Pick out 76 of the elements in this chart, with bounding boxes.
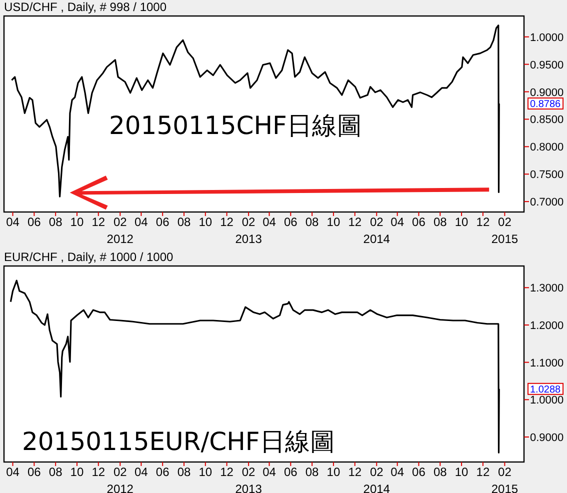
x-tick-label: 12 [348, 215, 362, 229]
y-tick-label: 0.8500 [530, 114, 564, 126]
y-tick-label: 0.9000 [530, 432, 564, 444]
text: 2013 [235, 232, 262, 246]
x-tick-label: 06 [412, 215, 426, 229]
x-tick-label: 06 [156, 465, 170, 479]
y-tick-label: 1.0000 [530, 32, 564, 44]
x-tick-label: 08 [48, 465, 63, 479]
x-tick-label: 10 [198, 215, 212, 229]
x-tick-label: 02 [370, 215, 384, 229]
x-tick-label: 08 [48, 215, 63, 229]
text: 2013 [235, 482, 262, 493]
y-tick-label: 0.9000 [530, 86, 564, 99]
x-tick-label: 10 [326, 215, 340, 229]
y-tick-label: 0.7500 [530, 169, 564, 182]
text: 0.8786 [530, 99, 562, 110]
x-tick-label: 12 [92, 215, 106, 229]
x-tick-label: 02 [242, 215, 256, 229]
x-tick-label: 04 [134, 465, 148, 479]
text: 2014 [363, 232, 390, 246]
text: 2012 [106, 482, 134, 493]
x-tick-label: 04 [262, 465, 276, 479]
text: 2012 [106, 232, 134, 246]
x-tick-label: 08 [177, 215, 191, 229]
x-tick-label: 02 [498, 215, 512, 229]
y-tick-label: 1.2000 [530, 320, 564, 332]
x-tick-label: 02 [498, 465, 512, 479]
x-tick-label: 06 [412, 465, 426, 479]
x-tick-label: 12 [220, 465, 234, 479]
annotation: 20150115EUR/CHF日線圖 [22, 427, 335, 456]
x-tick-label: 02 [370, 465, 384, 479]
y-tick-label: 1.3000 [530, 282, 564, 295]
x-tick-label: 04 [390, 465, 404, 479]
x-tick-label: 04 [134, 215, 148, 229]
annotation: 20150115CHF日線圖 [109, 111, 362, 140]
x-tick-label: 10 [198, 465, 212, 479]
x-tick-label: 06 [284, 465, 298, 479]
x-tick-label: 10 [454, 215, 469, 229]
y-tick-label: 0.7000 [530, 196, 564, 209]
y-tick-label: 1.1000 [530, 357, 564, 370]
text: 2014 [363, 482, 390, 493]
x-tick-label: 06 [156, 215, 170, 229]
x-tick-label: 04 [6, 215, 20, 229]
x-tick-label: 12 [476, 215, 490, 229]
chart-title: EUR/CHF , Daily, # 1000 / 1000 [4, 250, 174, 264]
x-tick-label: 10 [70, 465, 84, 479]
line-series [10, 24, 500, 198]
x-tick-label: 08 [433, 465, 448, 479]
x-tick-label: 06 [27, 215, 42, 229]
x-tick-label: 04 [6, 465, 20, 479]
x-tick-label: 02 [113, 215, 128, 229]
chart-title: USD/CHF , Daily, # 998 / 1000 [4, 0, 167, 14]
line-series [10, 280, 500, 454]
x-tick-label: 06 [27, 465, 42, 479]
text: 2015 [491, 482, 518, 493]
y-tick-label: 1.0000 [530, 394, 564, 407]
y-tick-label: 0.9500 [530, 59, 564, 72]
x-tick-label: 10 [70, 215, 84, 229]
x-tick-label: 08 [177, 465, 191, 479]
y-tick-label: 0.8000 [530, 142, 564, 154]
x-tick-label: 08 [305, 465, 320, 479]
x-tick-label: 12 [92, 465, 106, 479]
text: 1.0288 [530, 384, 562, 396]
x-tick-label: 04 [262, 215, 276, 229]
x-tick-label: 10 [454, 465, 469, 479]
x-tick-label: 02 [113, 465, 128, 479]
text: 2015 [491, 232, 518, 246]
x-tick-label: 06 [284, 215, 298, 229]
x-tick-label: 08 [305, 215, 320, 229]
x-tick-label: 12 [476, 465, 490, 479]
x-tick-label: 12 [348, 465, 362, 479]
x-tick-label: 08 [433, 215, 448, 229]
x-tick-label: 10 [326, 465, 340, 479]
x-tick-label: 02 [242, 465, 256, 479]
x-tick-label: 04 [390, 215, 404, 229]
x-tick-label: 12 [220, 215, 234, 229]
